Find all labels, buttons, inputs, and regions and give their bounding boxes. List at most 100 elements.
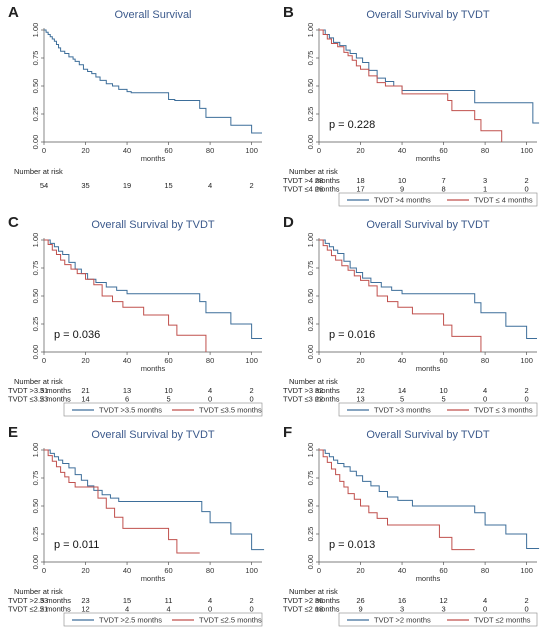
y-tick-label: 0.00 [306, 555, 315, 570]
km-plot-svg: Overall Survival by TVDT 0.00 0.25 0.50 0.75… [8, 429, 265, 627]
x-tick-label: 40 [398, 566, 406, 575]
x-tick-label: 80 [206, 356, 214, 365]
legend-box [338, 192, 538, 207]
x-axis-label: months [141, 574, 166, 583]
y-tick-label: 1.00 [31, 443, 40, 458]
risk-count: 2 [525, 386, 529, 395]
km-panel-c: C Overall Survival by TVDT 0.00 0.25 0.50 0.7… [0, 210, 275, 420]
y-tick-label: 0.00 [31, 345, 40, 360]
risk-row-label: TVDT >3 months [283, 386, 340, 395]
legend-box [338, 612, 538, 627]
km-plot-svg: Overall Survival by TVDT 0.00 0.25 0.50 0.75… [8, 219, 263, 417]
risk-row-label: TVDT ≤4 months [283, 185, 340, 194]
x-tick-label: 0 [42, 566, 46, 575]
risk-count: 23 [81, 596, 89, 605]
y-tick-label: 0.50 [31, 499, 40, 514]
survival-curve-series-2 [319, 239, 482, 352]
panel-letter: D [283, 214, 294, 231]
legend-label: TVDT ≤3.5 months [199, 406, 262, 415]
risk-count: 0 [208, 605, 212, 614]
y-tick-label: 0.50 [306, 79, 315, 94]
risk-count: 3 [483, 176, 487, 185]
x-tick-label: 0 [42, 356, 46, 365]
risk-count: 10 [398, 176, 406, 185]
risk-count: 10 [439, 386, 447, 395]
risk-count: 14 [81, 395, 89, 404]
legend-label: TVDT ≤2.5 months [199, 616, 262, 625]
risk-count: 15 [123, 596, 131, 605]
risk-count: 4 [208, 386, 212, 395]
risk-count: 4 [208, 596, 212, 605]
y-tick-label: 0.50 [31, 289, 40, 304]
risk-count: 9 [400, 185, 404, 194]
risk-count: 18 [356, 176, 364, 185]
risk-row-label: TVDT ≤2 months [283, 605, 340, 614]
survival-curve-series-1 [44, 449, 265, 551]
risk-row-label: TVDT ≤2.5 months [8, 605, 71, 614]
risk-count: 0 [525, 185, 529, 194]
km-plot-svg: Overall Survival 0.00 0.25 0.50 0.75 1.00 0 20 4… [14, 9, 262, 190]
risk-count: 22 [356, 386, 364, 395]
y-tick-label: 0.25 [306, 527, 315, 542]
x-axis-label: months [141, 364, 166, 373]
survival-curve-series-2 [44, 239, 207, 352]
legend-label: TVDT >3 months [374, 406, 431, 415]
p-value-label: p = 0.013 [329, 539, 375, 551]
risk-count: 4 [483, 596, 487, 605]
y-tick-label: 0.25 [31, 107, 40, 122]
survival-curve-series-2 [319, 29, 503, 142]
risk-table-header: Number at risk [14, 587, 63, 596]
y-tick-label: 0.75 [306, 261, 315, 276]
y-tick-label: 0.25 [31, 317, 40, 332]
risk-count: 26 [315, 185, 323, 194]
risk-count: 5 [400, 395, 404, 404]
x-tick-label: 80 [481, 146, 489, 155]
survival-curve-series-1 [319, 239, 537, 340]
x-tick-label: 60 [439, 356, 447, 365]
legend-label: TVDT ≤2 months [474, 616, 531, 625]
y-tick-label: 1.00 [31, 233, 40, 248]
y-tick-label: 0.00 [306, 345, 315, 360]
risk-count: 0 [525, 605, 529, 614]
x-tick-label: 60 [439, 146, 447, 155]
risk-count: 54 [40, 181, 48, 190]
chart-title: Overall Survival by TVDT [366, 219, 490, 231]
x-tick-label: 20 [356, 356, 364, 365]
risk-row-label: TVDT >3.5 months [8, 386, 71, 395]
chart-title: Overall Survival by TVDT [366, 9, 490, 21]
risk-row-label: TVDT >2 months [283, 596, 340, 605]
risk-table-header: Number at risk [14, 167, 63, 176]
risk-count: 0 [483, 395, 487, 404]
x-tick-label: 20 [356, 146, 364, 155]
y-tick-label: 0.75 [306, 471, 315, 486]
risk-row-label: TVDT ≤3 months [283, 395, 340, 404]
risk-count: 9 [358, 605, 362, 614]
legend-box [63, 612, 263, 627]
y-tick-label: 0.75 [306, 51, 315, 66]
risk-count: 16 [398, 596, 406, 605]
chart-title: Overall Survival by TVDT [366, 429, 490, 441]
risk-count: 2 [525, 596, 529, 605]
risk-count: 5 [166, 395, 170, 404]
risk-count: 2 [250, 386, 254, 395]
risk-count: 31 [40, 386, 48, 395]
legend-box [338, 402, 538, 417]
x-tick-label: 40 [123, 356, 131, 365]
risk-count: 10 [164, 386, 172, 395]
km-plot-svg: Overall Survival by TVDT 0.00 0.25 0.50 0.75… [283, 429, 540, 627]
survival-curve-series-2 [44, 449, 200, 554]
legend-label: TVDT >2 months [374, 616, 431, 625]
y-tick-label: 1.00 [306, 233, 315, 248]
x-tick-label: 100 [520, 146, 533, 155]
risk-count: 4 [483, 386, 487, 395]
risk-count: 4 [208, 181, 212, 190]
panel-letter: E [8, 424, 19, 441]
x-tick-label: 100 [245, 566, 258, 575]
risk-count: 33 [40, 596, 48, 605]
risk-count: 35 [81, 181, 89, 190]
risk-count: 32 [315, 386, 323, 395]
risk-count: 7 [441, 176, 445, 185]
risk-count: 11 [165, 596, 173, 605]
x-tick-label: 40 [123, 146, 131, 155]
